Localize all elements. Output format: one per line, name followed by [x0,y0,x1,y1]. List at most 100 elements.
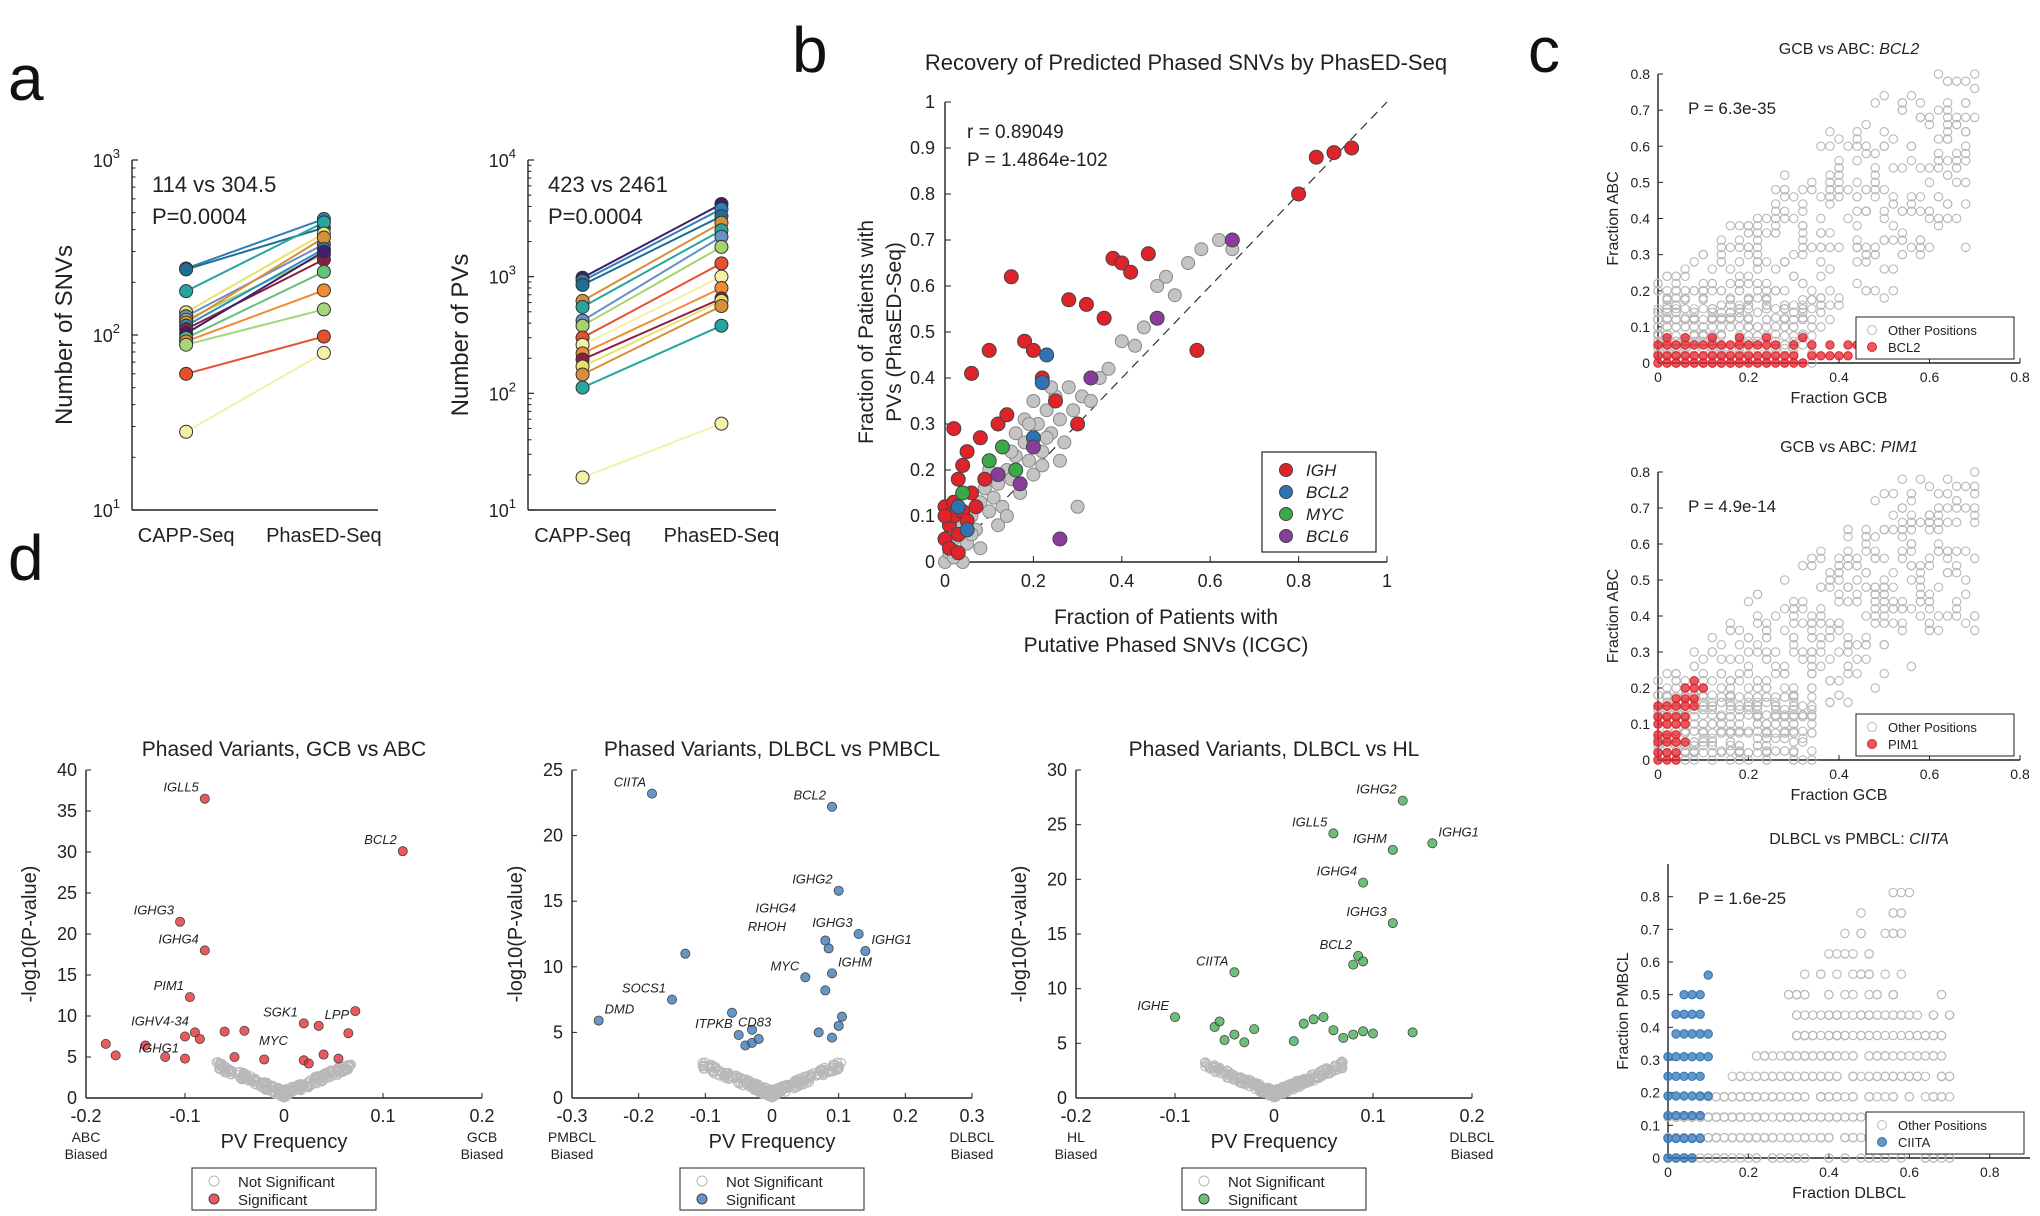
c2-point-other [1816,632,1826,643]
c2-point-other [1843,661,1853,672]
c3-point-other [1800,1051,1810,1061]
c1-point-other [1807,184,1817,195]
c2-point-other [1752,611,1763,621]
c2-point-other [1698,692,1709,702]
c2-point-other [1725,654,1736,664]
a2-point [714,416,729,431]
c1-point-highlight [1671,351,1681,361]
c2-point-other [1906,604,1917,614]
c3-point-other [1816,1030,1826,1041]
d3-legend-marker [1198,1175,1210,1187]
c2-point-other [1716,728,1727,738]
b-point-other [1057,435,1072,450]
d1-point-sig [179,1031,190,1042]
b-y-axis-label: Fraction of Patients with [855,220,878,444]
c1-point-other [1924,206,1935,217]
c3-point-other [1840,1051,1850,1061]
d1-point-nonsig [341,1063,352,1074]
c2-point-other [1915,596,1926,607]
d3-point-sig [1219,1035,1230,1046]
c2-point-other [1761,728,1772,738]
c1-x-tick-label: 0.8 [2010,369,2030,385]
c2-point-other [1960,546,1971,556]
tick-exponent: 1 [509,496,516,511]
c2-legend-marker [1867,739,1877,749]
c2-point-other [1725,712,1736,722]
c3-point-other [1759,1071,1770,1082]
c2-point-other [1970,553,1980,564]
c1-point-other [1834,163,1844,173]
c1-point-other [1807,322,1817,332]
c2-point-other [1951,596,1962,607]
d3-point-sig [1328,828,1339,839]
b-x-tick-label: 0.2 [1021,571,1046,591]
c2-point-other [1761,683,1772,693]
tick-base: 10 [93,501,113,521]
c3-point-other [1783,1092,1794,1102]
a2-y-tick-label: 101 [489,496,516,521]
c1-point-other [1906,192,1917,202]
b-y-tick-label: 0.6 [910,276,935,296]
c2-point-other [1752,692,1763,702]
c2-point-other [1942,474,1953,484]
c1-point-highlight [1716,340,1727,350]
c3-legend-marker [1877,1137,1887,1147]
c1-point-other [1852,278,1862,289]
c3-point-other [1880,1092,1890,1102]
d1-gene-label: PIM1 [154,978,184,993]
b-point-igh [1078,296,1094,312]
c3-point-other [1848,1010,1858,1020]
c2-point-other [1770,728,1781,738]
c1-point-highlight [1761,351,1772,361]
c1-point-other [1761,278,1772,289]
a1-point [179,424,194,439]
c3-point-other [1735,1112,1746,1122]
c2-point-other [1942,611,1953,621]
d2-point-sig [667,994,678,1005]
a1-y-tick-label: 103 [93,146,120,171]
c3-point-other [1824,1071,1834,1082]
c2-point-other [1689,726,1699,736]
c2-point-other [1970,517,1980,528]
b-y-tick-label: 1 [925,92,935,112]
c3-point-other [1864,1092,1874,1102]
a1-x-tick-label: CAPP-Seq [138,525,235,547]
c1-point-other [1816,271,1826,282]
d3-bias-left: Biased [1055,1146,1098,1162]
c3-point-other [1743,1132,1754,1143]
c1-point-other [1870,184,1880,195]
c2-point-other [1861,546,1871,556]
c1-point-other [1761,314,1772,325]
c2-point-other [1807,683,1817,693]
c1-point-other [1825,264,1835,274]
c1-point-other [1716,331,1727,341]
c3-point-other [1904,1092,1915,1102]
d3-point-sig [1397,795,1408,806]
c2-point-other [1761,647,1772,657]
d2-point-nonsig [811,1070,822,1081]
c2-point-other [1725,625,1736,636]
c1-point-other [1888,163,1899,173]
c2-point-other [1861,568,1871,578]
c2-point-other [1816,611,1826,621]
c2-point-other [1779,710,1790,720]
c2-point-other [1852,668,1862,679]
d1-point-sig [298,1018,309,1029]
a1-pair-line [185,352,325,433]
d3-point-nonsig [1259,1086,1269,1097]
d2-point-sig [800,972,811,983]
c1-point-other [1816,228,1826,238]
c3-point-other [1791,1153,1802,1163]
a2-point [714,299,729,314]
c1-point-other [1779,192,1790,202]
c1-point-other [1671,331,1681,341]
c2-point-other [1743,596,1754,607]
c1-point-other [1770,220,1781,231]
c2-point-other [1807,746,1817,756]
c2-point-other [1915,575,1926,585]
d3-point-nonsig [1252,1081,1263,1091]
c3-point-other [1840,1112,1850,1122]
c3-point-other [1848,1092,1858,1102]
c2-point-other [1734,668,1745,679]
c1-point-other [1743,278,1754,289]
